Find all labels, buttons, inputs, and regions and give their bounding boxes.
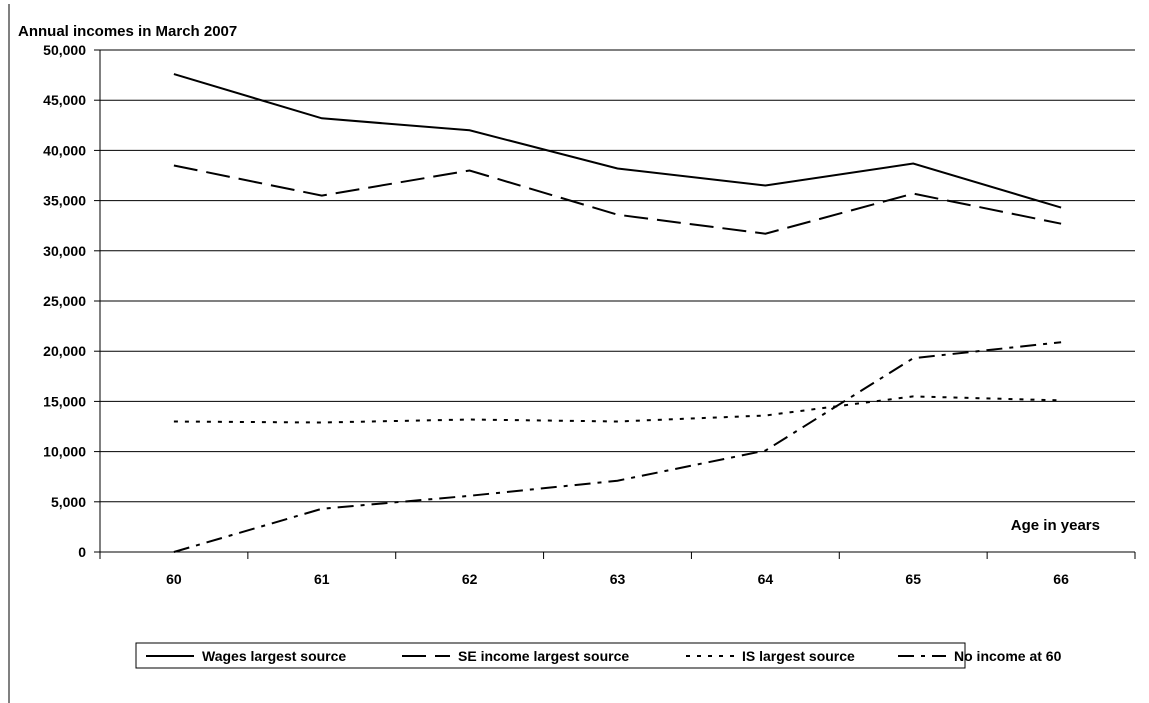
x-tick-label: 61 [314, 571, 330, 587]
y-axis-ticks: 0 5,000 10,000 15,000 20,000 25,000 30,000 35,0… [43, 42, 100, 560]
series-line [173, 73, 1062, 209]
series-line [173, 395, 1062, 424]
y-tick-label: 30,000 [43, 243, 86, 259]
x-tick-label: 65 [905, 571, 921, 587]
x-axis-ticks: 60 61 62 63 64 65 66 [99, 552, 1136, 587]
y-tick-label: 50,000 [43, 42, 86, 58]
y-tick-label: 25,000 [43, 293, 86, 309]
x-tick-label: 63 [610, 571, 626, 587]
y-tick-label: 40,000 [43, 142, 86, 158]
legend-label: SE income largest source [458, 648, 629, 664]
series-lines [173, 73, 1062, 553]
x-tick-label: 60 [166, 571, 182, 587]
x-tick-label: 64 [758, 571, 774, 587]
series-line [173, 164, 1062, 235]
y-tick-label: 15,000 [43, 393, 86, 409]
y-tick-label: 10,000 [43, 444, 86, 460]
legend-label: IS largest source [742, 648, 855, 664]
legend-label: Wages largest source [202, 648, 346, 664]
y-tick-label: 0 [78, 544, 86, 560]
chart-title: Annual incomes in March 2007 [18, 23, 237, 40]
y-tick-label: 5,000 [51, 494, 86, 510]
legend-label: No income at 60 [954, 648, 1062, 664]
y-tick-label: 35,000 [43, 193, 86, 209]
legend: Wages largest source SE income largest so… [135, 642, 1062, 669]
series-line [173, 341, 1062, 553]
y-tick-label: 45,000 [43, 92, 86, 108]
x-tick-label: 62 [462, 571, 478, 587]
x-tick-label: 66 [1053, 571, 1069, 587]
x-axis-label: Age in years [1011, 517, 1100, 534]
gridlines [100, 49, 1135, 503]
legend-box [135, 642, 966, 669]
axes [99, 50, 1135, 553]
y-tick-label: 20,000 [43, 343, 86, 359]
